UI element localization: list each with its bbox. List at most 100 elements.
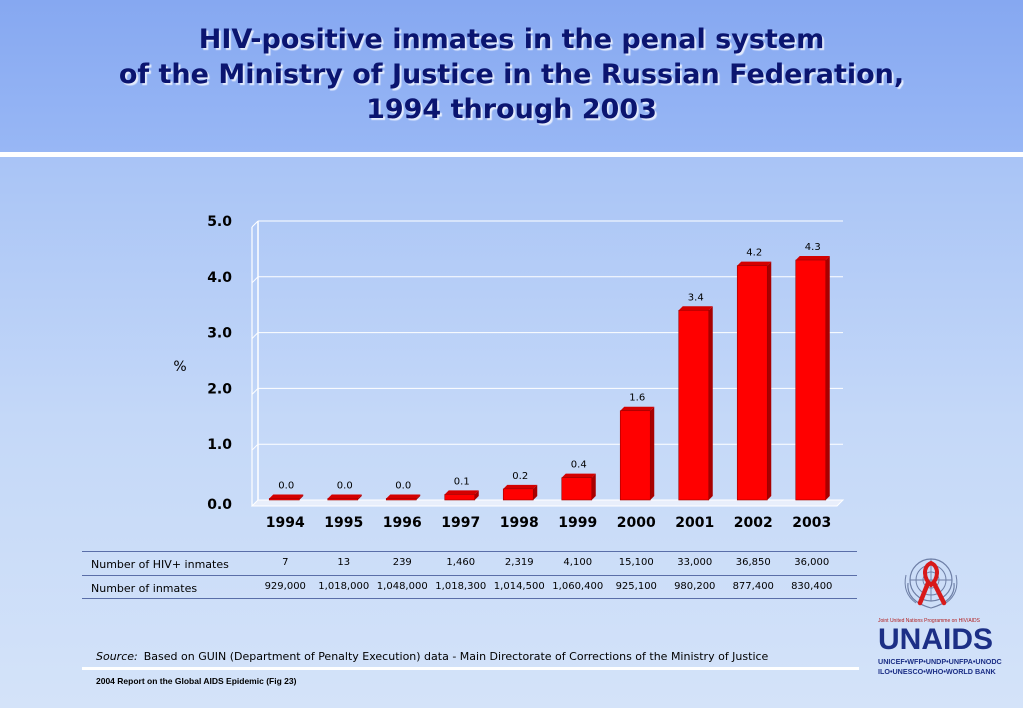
bar-top	[620, 406, 655, 411]
gridline-side	[251, 276, 259, 284]
y-tick-label: 3.0	[207, 326, 232, 342]
table-cell: 36,850	[735, 557, 771, 568]
y-tick-label: 2.0	[207, 381, 232, 397]
data-label: 0.4	[571, 460, 587, 471]
bar	[385, 498, 417, 501]
bar-side	[708, 306, 713, 500]
table-cell: 929,000	[264, 581, 306, 592]
table-cell: 239	[392, 557, 412, 568]
bar-top	[444, 490, 479, 495]
table-cell: 13	[337, 557, 351, 568]
bar-top	[737, 261, 772, 266]
bar-side	[825, 256, 830, 500]
chart-title-line-3: 1994 through 2003	[366, 94, 657, 125]
source-text: Based on GUIN (Department of Penalty Exe…	[143, 650, 769, 663]
table-cell: 1,018,000	[318, 581, 370, 592]
bar	[678, 309, 710, 501]
data-label: 3.4	[688, 292, 704, 303]
y-tick-label: 1.0	[207, 437, 232, 453]
data-label: 0.1	[454, 476, 470, 487]
table-cell: 1,048,000	[376, 581, 428, 592]
x-tick-label: 1997	[441, 515, 480, 531]
bar	[795, 259, 827, 501]
bar-top	[561, 473, 596, 478]
gridline-side	[251, 220, 259, 228]
chart-title-line-1: HIV-positive inmates in the penal system	[198, 24, 825, 55]
bar-side	[533, 484, 538, 500]
table-cell: 925,100	[615, 581, 657, 592]
bar-top	[269, 494, 304, 499]
chart-floor	[250, 499, 845, 507]
table-cell: 980,200	[674, 581, 716, 592]
table-bottom-line	[82, 598, 857, 599]
bar-top	[386, 494, 421, 499]
bar-top	[678, 306, 713, 311]
table-cell: 4,100	[563, 557, 593, 568]
chart-title: HIV-positive inmates in the penal system…	[0, 22, 1023, 127]
table-cell: 1,460	[446, 557, 476, 568]
data-label: 4.3	[805, 242, 821, 253]
x-tick-label: 2003	[792, 515, 831, 531]
gridline-side	[251, 443, 259, 451]
x-tick-label: 2002	[734, 515, 773, 531]
table-cell: 1,014,500	[493, 581, 545, 592]
table-cell: 33,000	[677, 557, 713, 568]
table-cell: 877,400	[732, 581, 774, 592]
bar-side	[767, 261, 772, 500]
title-divider	[0, 152, 1023, 157]
table-top-line	[82, 551, 857, 552]
x-tick-label: 1996	[383, 515, 422, 531]
y-tick-label: 0.0	[207, 497, 232, 513]
footer-divider	[82, 667, 859, 670]
x-tick-label: 2000	[617, 515, 656, 531]
table-cell: 2,319	[504, 557, 534, 568]
x-tick-label: 1998	[500, 515, 539, 531]
un-emblem-icon	[904, 558, 958, 609]
bar-side	[299, 494, 304, 500]
bar-side	[357, 494, 362, 500]
source-note: Source: Based on GUIN (Department of Pena…	[96, 650, 768, 663]
bar-top	[795, 256, 830, 261]
y-axis-label: %	[173, 359, 186, 375]
x-tick-label: 2001	[675, 515, 714, 531]
bar	[327, 498, 359, 501]
table-cell: 15,100	[618, 557, 654, 568]
table-row-label-hiv-inmates: Number of HIV+ inmates	[91, 558, 229, 571]
bar-side	[650, 406, 655, 500]
x-tick-label: 1994	[266, 515, 305, 531]
data-label: 4.2	[746, 248, 762, 259]
bar-side	[416, 494, 421, 500]
y-tick-label: 5.0	[207, 214, 232, 230]
table-cell: 1,018,300	[435, 581, 487, 592]
gridline-side	[251, 388, 259, 395]
table-cell: 830,400	[791, 581, 833, 592]
bar	[619, 410, 651, 501]
bar-side	[591, 473, 596, 500]
chart-labels: 0.0 1.0 2.0 3.0 4.0 5.0 0.0 1994 0.0 1995 0.0 1996 0…	[207, 214, 831, 531]
logo-cosponsors-line-1: UNICEF•WFP•UNDP•UNFPA•UNODC	[878, 657, 1002, 666]
bar	[268, 498, 300, 501]
bar	[444, 494, 476, 501]
bar-chart: 0.0 1.0 2.0 3.0 4.0 5.0 0.0 1994 0.0 1995 0.0 1996 0…	[173, 214, 845, 531]
table-row-label-inmates: Number of inmates	[91, 582, 198, 595]
logo-cosponsors-line-2: ILO•UNESCO•WHO•WORLD BANK	[878, 667, 996, 676]
bar	[561, 477, 593, 501]
footer-caption: 2004 Report on the Global AIDS Epidemic …	[96, 676, 297, 686]
gridline-side	[251, 332, 259, 339]
table-cell: 1,060,400	[552, 581, 604, 592]
title-band	[0, 0, 1023, 152]
table-cell: 7	[282, 557, 289, 568]
y-tick-label: 4.0	[207, 270, 232, 286]
logo-programme-text: Joint United Nations Programme on HIV/AI…	[878, 618, 980, 624]
table-middle-line	[82, 575, 857, 576]
bar-top	[503, 484, 538, 489]
source-label: Source:	[96, 650, 138, 663]
chart-title-line-2: of the Ministry of Justice in the Russia…	[118, 59, 905, 90]
data-label: 1.6	[629, 393, 645, 404]
data-label: 0.2	[512, 471, 528, 482]
bar	[502, 488, 534, 501]
data-label: 0.0	[278, 481, 294, 492]
bar-top	[327, 494, 362, 499]
x-tick-label: 1995	[324, 515, 363, 531]
table-cell: 36,000	[794, 557, 830, 568]
